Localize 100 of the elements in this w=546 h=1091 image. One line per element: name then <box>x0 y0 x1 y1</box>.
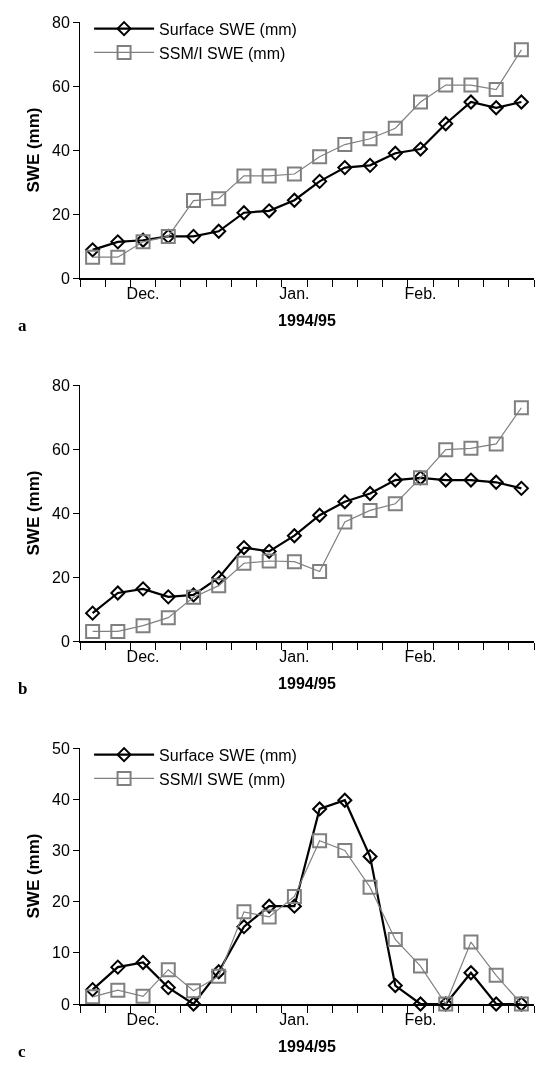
x-tick-label: Feb. <box>404 647 437 665</box>
point <box>110 982 126 998</box>
x-axis-title: 1994/95 <box>278 312 337 330</box>
point <box>211 570 227 586</box>
point <box>160 589 176 605</box>
point <box>387 978 403 994</box>
y-tick-label: 30 <box>52 842 70 859</box>
point <box>513 480 529 496</box>
point <box>186 193 201 209</box>
point <box>135 618 151 634</box>
point <box>488 474 504 490</box>
point <box>337 160 353 176</box>
point <box>362 157 378 173</box>
point <box>211 964 227 980</box>
point <box>110 959 126 975</box>
point <box>513 94 529 110</box>
point <box>135 988 151 1004</box>
point <box>362 502 378 518</box>
point <box>160 980 176 996</box>
y-axis-title: SWE (mm) <box>23 107 43 193</box>
point <box>286 554 302 570</box>
point <box>211 968 227 984</box>
point <box>362 485 378 501</box>
point <box>85 249 101 265</box>
point <box>413 996 428 1012</box>
point <box>387 145 403 161</box>
point <box>261 543 277 559</box>
point <box>438 472 454 488</box>
point <box>261 909 277 925</box>
point <box>337 137 353 153</box>
point <box>362 879 378 895</box>
point <box>387 931 403 947</box>
point <box>211 223 227 239</box>
x-tick-label: Dec. <box>126 284 160 302</box>
y-tick-label: 40 <box>52 504 70 522</box>
point <box>438 442 454 458</box>
point <box>488 82 504 98</box>
point <box>160 962 176 978</box>
point <box>110 585 126 601</box>
point <box>312 801 328 817</box>
y-tick-label: 60 <box>52 440 70 458</box>
x-tick-label: Jan. <box>279 1010 310 1028</box>
point <box>286 166 302 182</box>
x-axis-title: 1994/95 <box>278 675 337 693</box>
legend-label: Surface SWE (mm) <box>159 20 297 38</box>
y-tick-label: 0 <box>60 995 70 1013</box>
point <box>110 623 126 639</box>
point <box>85 623 101 639</box>
text: b <box>18 679 28 698</box>
point <box>211 191 227 207</box>
y-tick-label: 20 <box>52 205 70 223</box>
point <box>286 528 302 544</box>
point <box>463 965 479 981</box>
point <box>463 77 479 93</box>
point <box>513 400 529 416</box>
y-tick-label: 40 <box>52 141 70 159</box>
point <box>438 116 454 132</box>
x-tick-label: Feb. <box>404 1010 437 1028</box>
point <box>85 989 101 1005</box>
point <box>261 203 277 219</box>
point <box>463 440 479 456</box>
point <box>236 555 252 571</box>
y-tick-label: 60 <box>52 77 70 95</box>
point <box>186 996 201 1012</box>
point <box>286 888 302 904</box>
y-tick-label: 40 <box>52 790 70 808</box>
point <box>85 242 101 258</box>
point <box>312 833 328 849</box>
point <box>261 553 277 569</box>
point <box>186 228 201 244</box>
point <box>513 42 529 58</box>
x-tick-label: Dec. <box>126 647 160 665</box>
point <box>85 605 101 621</box>
y-tick-label: 20 <box>52 568 70 586</box>
y-tick-label: 0 <box>60 269 70 287</box>
point <box>387 472 403 488</box>
x-tick-label: Jan. <box>279 647 310 665</box>
point <box>463 94 479 110</box>
y-axis-title: SWE (mm) <box>23 833 43 919</box>
point <box>488 967 504 983</box>
y-tick-label: 20 <box>52 893 70 911</box>
point <box>463 472 479 488</box>
point <box>312 173 328 189</box>
point <box>110 234 126 250</box>
y-tick-label: 0 <box>60 632 70 650</box>
point <box>413 94 428 110</box>
point <box>362 131 378 147</box>
point <box>135 955 151 971</box>
point <box>135 581 151 597</box>
point <box>337 792 353 808</box>
point <box>337 494 353 510</box>
x-tick-label: Dec. <box>126 1010 160 1028</box>
legend-label: SSM/I SWE (mm) <box>159 770 286 788</box>
y-axis-title: SWE (mm) <box>23 470 43 556</box>
legend-label: SSM/I SWE (mm) <box>159 44 286 62</box>
point <box>286 898 302 914</box>
point <box>261 168 277 184</box>
point <box>286 192 302 208</box>
point <box>463 934 479 950</box>
x-tick-label: Jan. <box>279 284 310 302</box>
